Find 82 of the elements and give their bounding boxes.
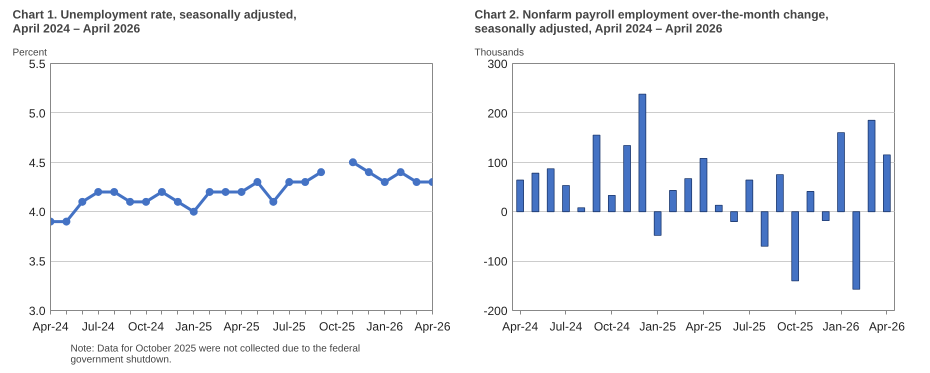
point <box>142 198 150 206</box>
point <box>396 168 405 176</box>
bar <box>654 211 662 236</box>
y-tick-label: 200 <box>487 106 508 120</box>
bar <box>837 132 845 212</box>
x-tick-label: Jul-24 <box>82 320 115 334</box>
bar <box>714 204 723 212</box>
text: Note: Data for October 2025 were not collected due to the federal government shutdown. <box>70 344 360 366</box>
point <box>78 198 86 206</box>
bar <box>516 180 524 212</box>
x-tick-label: Jul-25 <box>733 320 766 334</box>
point <box>380 178 389 186</box>
x-tick-label: Apr-24 <box>502 320 538 334</box>
bar <box>684 178 692 212</box>
y-tick-label: 4.0 <box>28 205 46 220</box>
point <box>158 188 166 196</box>
bar <box>669 190 677 212</box>
x-tick-label: Oct-25 <box>318 320 356 334</box>
point <box>238 188 246 196</box>
point <box>110 188 118 196</box>
bar <box>546 168 555 212</box>
point <box>190 208 198 216</box>
bar <box>592 134 600 212</box>
point <box>301 178 310 186</box>
point <box>94 188 102 196</box>
y-tick-label: -200 <box>483 304 508 318</box>
bar <box>883 154 891 212</box>
y-tick-label: 3.5 <box>28 254 46 269</box>
x-tick-label: Apr-26 <box>414 320 451 334</box>
bar <box>577 207 586 212</box>
bar <box>852 211 860 290</box>
y-axis-title: Percent <box>12 48 48 58</box>
y-tick-label: 100 <box>487 156 508 170</box>
point <box>285 178 294 186</box>
x-tick-label: Apr-25 <box>223 320 260 334</box>
point <box>206 188 214 196</box>
y-tick-label: 0 <box>500 205 508 220</box>
y-tick-label: 3.0 <box>28 304 46 318</box>
chart-title: Chart 2. Nonfarm payroll employment over-the-month change, seasonally adjusted, April 2024 – April 2026 <box>474 8 829 36</box>
bar <box>806 191 814 212</box>
y-tick-label: 5.5 <box>28 57 46 71</box>
x-tick-label: Oct-25 <box>777 320 814 334</box>
y-tick-label: -100 <box>483 254 508 269</box>
x-tick-label: Apr-26 <box>868 320 906 334</box>
x-tick-label: Apr-25 <box>685 320 722 334</box>
point <box>348 158 357 166</box>
point <box>222 188 230 196</box>
bar <box>608 195 616 212</box>
point <box>253 178 262 186</box>
y-tick-label: 300 <box>487 57 508 71</box>
bar <box>562 185 570 212</box>
point <box>317 168 326 176</box>
point <box>126 198 134 206</box>
chart-title: Chart 1. Unemployment rate, seasonally adjusted, April 2024 – April 2026 <box>12 8 297 36</box>
x-tick-label: Oct-24 <box>594 320 630 334</box>
y-tick-label: 5.0 <box>28 106 46 120</box>
x-tick-label: Oct-24 <box>128 320 164 334</box>
x-tick-label: Apr-24 <box>32 320 69 334</box>
bar <box>868 120 876 212</box>
bar <box>776 174 784 212</box>
x-tick-label: Jan-26 <box>366 320 404 334</box>
point <box>364 168 373 176</box>
y-axis-title: Thousands <box>474 48 524 58</box>
x-tick-label: Jul-25 <box>272 320 306 334</box>
x-tick-label: Jan-25 <box>175 320 212 334</box>
point <box>174 198 182 206</box>
bar <box>791 211 800 282</box>
bar <box>760 211 768 247</box>
point <box>62 218 70 226</box>
bar <box>623 145 631 212</box>
bar <box>822 211 830 221</box>
point <box>412 178 421 186</box>
x-tick-label: Jul-24 <box>550 320 583 334</box>
y-tick-label: 4.5 <box>28 156 46 170</box>
bar <box>700 158 708 212</box>
bar <box>532 172 540 212</box>
bar <box>746 180 754 212</box>
point <box>269 198 278 206</box>
bar <box>730 211 738 222</box>
x-tick-label: Jan-26 <box>822 320 860 334</box>
x-tick-label: Jan-25 <box>639 320 676 334</box>
bar <box>638 94 646 212</box>
